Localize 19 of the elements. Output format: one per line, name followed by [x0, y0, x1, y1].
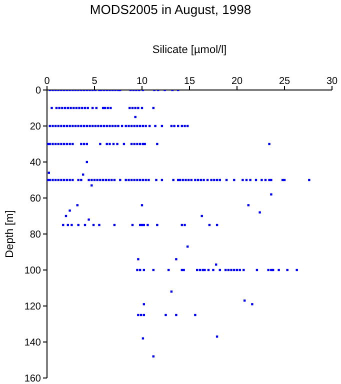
- y-tick-label: 60: [30, 194, 42, 205]
- y-tick-label: 80: [30, 230, 42, 241]
- x-tick-label: 0: [44, 76, 50, 87]
- y-tick-label: 160: [24, 374, 42, 384]
- y-tick-label: 40: [30, 158, 42, 169]
- y-tick-label: 100: [24, 266, 42, 277]
- y-tick-label: 20: [30, 122, 42, 133]
- x-tick-label: 5: [92, 76, 98, 87]
- chart-title: MODS2005 in August, 1998: [88, 2, 252, 17]
- x-tick-label: 15: [184, 76, 196, 87]
- x-tick-label: 10: [136, 76, 148, 87]
- x-tick-label: 25: [278, 76, 290, 87]
- x-tick-label: 20: [231, 76, 243, 87]
- y-tick-label: 140: [24, 338, 42, 349]
- x-axis-title: Silicate [µmol/l]: [151, 44, 228, 56]
- y-tick-label: 0: [35, 86, 42, 97]
- y-tick-label: 120: [24, 302, 42, 313]
- x-tick-label: 30: [326, 76, 338, 87]
- y-axis-title: Depth [m]: [4, 210, 16, 258]
